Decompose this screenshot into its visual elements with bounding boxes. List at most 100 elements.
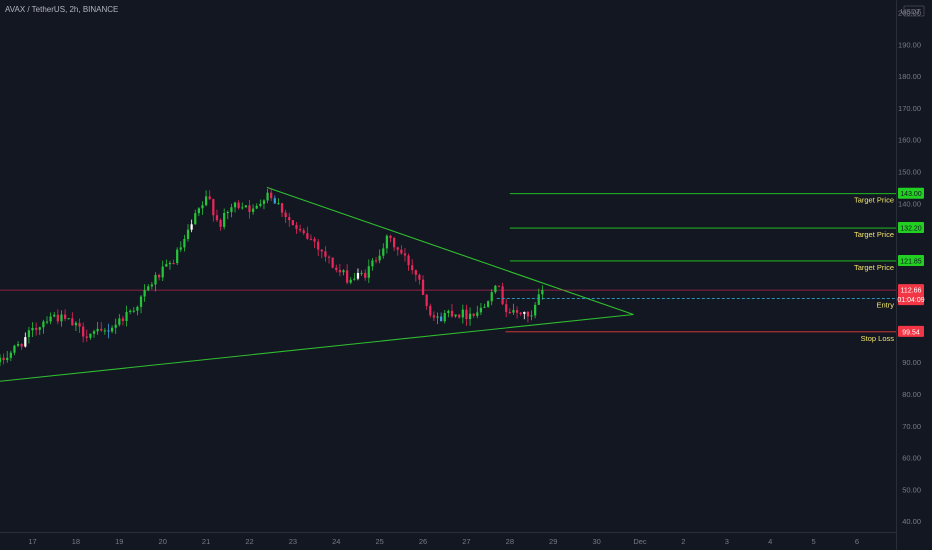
candle — [515, 306, 519, 319]
time-axis-tick-label: 26 — [419, 537, 427, 546]
candle — [465, 304, 468, 326]
candle — [371, 258, 374, 271]
candle — [9, 350, 12, 362]
candle-body — [327, 256, 331, 258]
candle-body — [371, 260, 374, 267]
candle-body — [425, 294, 428, 306]
candle — [262, 199, 266, 210]
candle — [197, 207, 200, 217]
candle — [382, 243, 385, 259]
candle-body — [85, 336, 88, 338]
candle — [367, 259, 370, 283]
candle — [385, 234, 389, 254]
candle — [490, 289, 493, 306]
candle — [186, 224, 190, 242]
candle-body — [541, 290, 544, 295]
candle-body — [421, 279, 425, 295]
candle-body — [349, 279, 352, 283]
candle — [143, 284, 146, 302]
candle-body — [378, 255, 381, 261]
price-axis-tick-label: 180.00 — [898, 72, 921, 81]
trendline — [0, 313, 634, 382]
candle — [501, 282, 504, 306]
candle-body — [49, 316, 52, 322]
candle-body — [266, 192, 269, 201]
candle-body — [367, 266, 370, 278]
candle — [194, 209, 197, 225]
candle-body — [490, 292, 493, 302]
candle-body — [465, 309, 468, 320]
candle-body — [450, 310, 454, 317]
candle — [42, 319, 45, 334]
candle — [190, 219, 193, 233]
candle-body — [447, 310, 450, 313]
candle-body — [273, 198, 276, 204]
candle — [150, 281, 153, 290]
candle-body — [356, 272, 360, 279]
trendline — [266, 186, 634, 316]
candle-body — [110, 327, 114, 332]
levels: Target Price 143.00 Target Price 132.20 Targ… — [496, 187, 924, 343]
candle-body — [364, 272, 367, 278]
price-axis: 40.00 50.00 60.00 70.00 80.00 90.00 140.00 150.… — [898, 5, 925, 526]
candle-body — [100, 328, 103, 331]
candle-body — [226, 211, 229, 214]
candle-body — [212, 199, 215, 216]
candle-body — [215, 215, 219, 221]
time-axis: 17 18 19 20 21 22 23 24 25 26 27 28 29 30 Dec 2 3 4 5 6 — [28, 537, 859, 546]
time-axis-tick-label: 20 — [159, 537, 167, 546]
candle-body — [515, 310, 519, 313]
candle-body — [320, 249, 323, 252]
last-price-label: 112.66 — [901, 288, 922, 295]
candles — [0, 187, 544, 367]
candle-body — [313, 238, 316, 242]
candle — [96, 321, 99, 335]
candle — [208, 190, 211, 201]
candle-body — [262, 200, 266, 204]
time-axis-tick-label: 17 — [28, 537, 36, 546]
time-axis-tick-label: 29 — [549, 537, 557, 546]
candle — [393, 236, 396, 252]
candle — [0, 354, 2, 367]
candle — [360, 270, 363, 276]
candle — [487, 300, 490, 308]
candle — [204, 190, 208, 207]
candle — [176, 247, 179, 266]
time-axis-tick-label: Dec — [633, 537, 647, 546]
candle-body — [443, 312, 446, 322]
candle — [280, 202, 284, 217]
candle — [461, 304, 464, 324]
candle-body — [107, 330, 110, 332]
candle — [447, 309, 450, 318]
candle-body — [2, 357, 5, 361]
candle-body — [487, 301, 490, 307]
candle-body — [385, 235, 389, 249]
candle — [519, 312, 522, 316]
candle-body — [374, 260, 378, 262]
candle-body — [194, 213, 197, 225]
candle-body — [302, 230, 305, 234]
target-level-name: Target Price — [854, 196, 894, 205]
candle — [114, 318, 117, 334]
candle — [472, 313, 475, 318]
candle — [295, 222, 298, 234]
price-axis-tick-label: 60.00 — [902, 454, 921, 463]
candle — [241, 202, 244, 210]
candle-body — [201, 205, 204, 209]
candle — [526, 310, 530, 323]
candle-body — [241, 207, 244, 209]
candle — [432, 311, 436, 322]
candle — [443, 310, 446, 324]
candle-body — [382, 248, 385, 256]
candle-body — [432, 315, 436, 318]
candle-body — [468, 313, 472, 320]
candle-body — [418, 274, 421, 280]
time-axis-tick-label: 6 — [855, 537, 859, 546]
candle — [219, 218, 222, 231]
price-axis-tick-label: 190.00 — [898, 40, 921, 49]
candle-body — [345, 270, 349, 283]
candle-body — [136, 306, 139, 311]
candle-body — [204, 196, 208, 206]
candle — [49, 312, 52, 325]
